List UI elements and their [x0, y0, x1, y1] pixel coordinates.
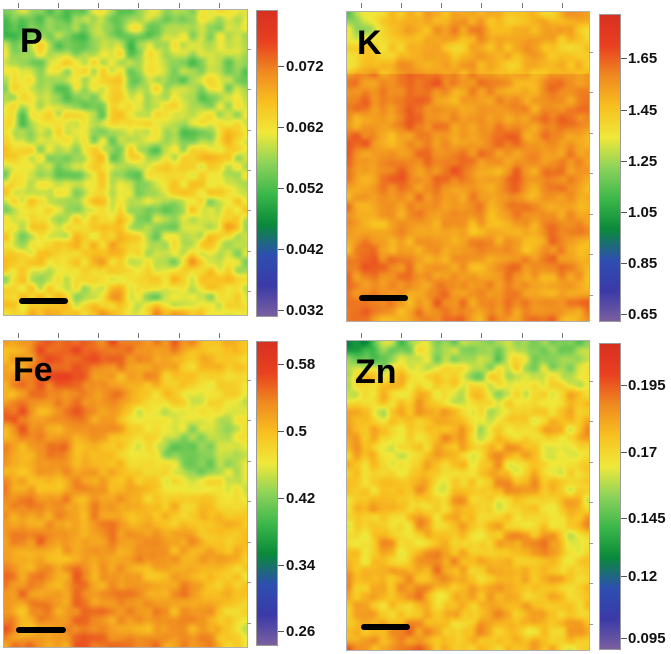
- colorbar-tick-label: 1.65: [628, 50, 658, 67]
- heatmap-canvas-p: [4, 10, 247, 315]
- colorbar-tick: [278, 310, 284, 311]
- element-label-k: K: [357, 24, 382, 62]
- colorbar-tick-label: 0.095: [628, 630, 666, 647]
- colorbar-tick: [278, 127, 284, 128]
- colorbar-tick: [621, 58, 627, 59]
- colorbar-tick: [278, 631, 284, 632]
- colorbar-tick-label: 0.85: [628, 255, 658, 272]
- top-axis-ticks: [346, 3, 588, 8]
- heatmap-canvas-k: [347, 12, 589, 321]
- colorbar-tick: [278, 565, 284, 566]
- colorbar-k: [599, 14, 621, 322]
- top-axis-ticks: [346, 333, 588, 338]
- colorbar-tick-label: 0.072: [286, 58, 324, 75]
- scale-bar: [359, 295, 408, 301]
- colorbar-tick-label: 0.195: [628, 377, 666, 394]
- colorbar-tick: [621, 314, 627, 315]
- colorbar-tick-label: 0.12: [628, 568, 658, 585]
- colorbar-tick-label: 0.062: [286, 119, 324, 136]
- colorbar-tick: [621, 110, 627, 111]
- colorbar-fe: [256, 341, 278, 646]
- top-axis-ticks: [3, 333, 246, 338]
- colorbar-tick: [621, 576, 627, 577]
- colorbar-tick-label: 0.34: [286, 557, 316, 574]
- colorbar-tick: [621, 452, 627, 453]
- colorbar-tick: [278, 249, 284, 250]
- element-label-p: P: [20, 22, 43, 60]
- colorbar-tick-label: 0.052: [286, 180, 324, 197]
- heatmap-p: [3, 9, 248, 316]
- colorbar-tick-label: 0.5: [286, 423, 307, 440]
- colorbar-tick: [621, 161, 627, 162]
- colorbar-p: [256, 10, 278, 317]
- colorbar-tick-label: 0.65: [628, 306, 658, 323]
- colorbar-zn: [599, 343, 621, 650]
- colorbar-tick-label: 1.05: [628, 204, 658, 221]
- colorbar-tick: [621, 638, 627, 639]
- colorbar-tick: [278, 431, 284, 432]
- colorbar-tick-label: 0.145: [628, 510, 666, 527]
- colorbar-tick-label: 0.17: [628, 444, 658, 461]
- element-label-fe: Fe: [13, 351, 53, 389]
- top-axis-ticks: [3, 3, 246, 8]
- colorbar-tick: [278, 498, 284, 499]
- scale-bar: [361, 624, 410, 630]
- colorbar-tick: [278, 188, 284, 189]
- colorbar-tick: [621, 212, 627, 213]
- heatmap-canvas-fe: [4, 341, 247, 647]
- heatmap-k: [346, 11, 590, 322]
- colorbar-tick-label: 0.26: [286, 623, 316, 640]
- colorbar-tick: [278, 364, 284, 365]
- colorbar-tick-label: 1.45: [628, 102, 658, 119]
- panel-fe: Fe 0.58 0.5 0.42 0.34 0.26: [0, 330, 335, 654]
- heatmap-fe: [3, 340, 248, 648]
- colorbar-tick-label: 0.042: [286, 241, 324, 258]
- colorbar-tick: [621, 385, 627, 386]
- scale-bar: [16, 627, 66, 633]
- colorbar-tick-label: 0.58: [286, 356, 316, 373]
- colorbar-tick-label: 0.032: [286, 302, 324, 319]
- colorbar-tick-label: 1.25: [628, 153, 658, 170]
- colorbar-tick: [621, 263, 627, 264]
- scale-bar: [19, 298, 68, 304]
- panel-k: K 1.65 1.45 1.25 1.05 0.85 0.65: [335, 0, 671, 327]
- colorbar-tick: [278, 66, 284, 67]
- heatmap-zn: [346, 340, 590, 651]
- panel-p: P 0.072 0.062 0.052 0.042 0.032: [0, 0, 335, 327]
- heatmap-canvas-zn: [347, 341, 589, 650]
- panel-zn: Zn 0.195 0.17 0.145 0.12 0.095: [335, 330, 671, 654]
- element-label-zn: Zn: [355, 353, 397, 391]
- colorbar-tick-label: 0.42: [286, 490, 316, 507]
- colorbar-tick: [621, 518, 627, 519]
